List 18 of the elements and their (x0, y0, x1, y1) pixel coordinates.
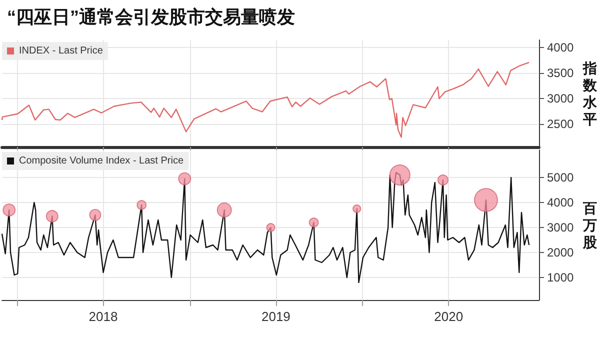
x-tick-label: 2019 (261, 309, 290, 324)
chart-title: “四巫日”通常会引发股市交易量喷发 (7, 7, 295, 27)
legend-label: Composite Volume Index - Last Price (19, 156, 184, 166)
y-tick-label: 3000 (547, 220, 574, 234)
y-axis-title: 百万股 (582, 200, 598, 250)
y-tick-label: 3000 (547, 92, 574, 106)
y-tick-label: 2500 (547, 117, 574, 132)
y-tick-label: 4000 (547, 196, 574, 210)
y-tick-label: 2000 (547, 246, 574, 260)
x-tick-label: 2018 (88, 309, 118, 324)
y-tick-label: 5000 (547, 170, 574, 184)
y-tick-label: 4000 (547, 40, 574, 55)
x-tick-label: 2020 (434, 309, 464, 324)
y-tick-label: 3500 (547, 66, 574, 80)
legend-label: INDEX - Last Price (19, 46, 104, 56)
y-axis-title: 指数水平 (582, 60, 598, 127)
y-tick-label: 1000 (547, 270, 574, 284)
line-series (1, 62, 530, 138)
